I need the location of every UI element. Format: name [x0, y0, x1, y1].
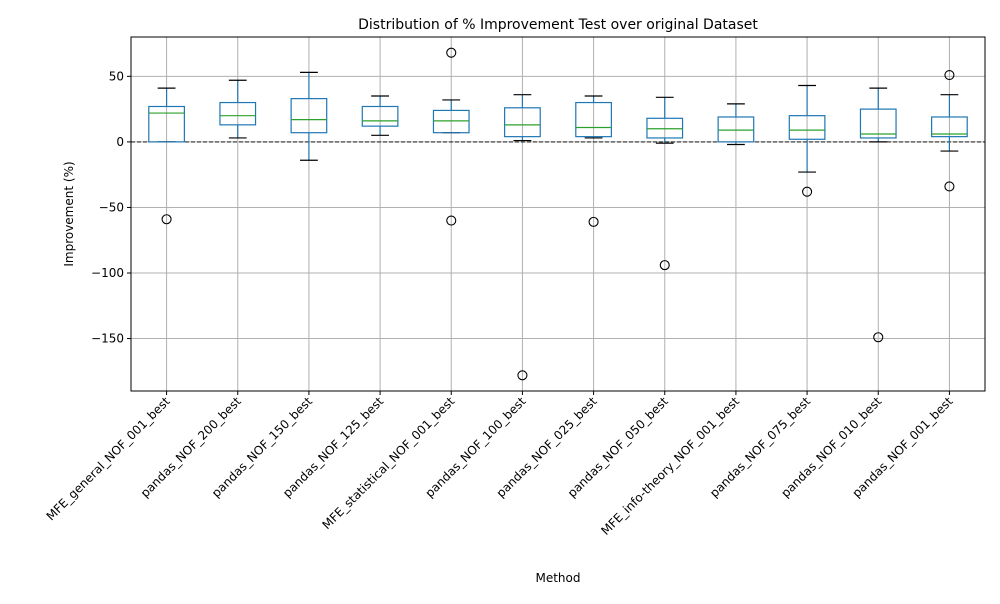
iqr-box [717, 116, 755, 143]
x-tick-label: MFE_info-theory_NOF_001_best [598, 394, 742, 538]
y-tick-label: 50 [109, 69, 124, 83]
iqr-box [575, 101, 612, 138]
outlier-point [588, 216, 599, 227]
x-axis-label: Method [535, 571, 580, 585]
y-axis-label: Improvement (%) [62, 161, 76, 266]
iqr-box [148, 105, 185, 143]
y-tick-label: −150 [91, 332, 124, 346]
iqr-box [504, 107, 541, 138]
outlier-point [446, 47, 457, 58]
outlier-point [659, 260, 670, 271]
x-tick-label: MFE_general_NOF_001_best [44, 394, 173, 523]
outlier-point [944, 181, 955, 192]
iqr-box [646, 117, 684, 139]
outlier-point [944, 69, 955, 81]
iqr-box [290, 98, 328, 134]
y-tick-label: 0 [116, 135, 124, 149]
iqr-box [432, 109, 470, 134]
iqr-box [361, 105, 399, 127]
x-tick-label: MFE_statistical_NOF_001_best [320, 394, 458, 532]
outlier-point [873, 332, 884, 343]
outlier-point [517, 370, 528, 381]
outlier-point [802, 186, 813, 197]
y-tick-label: −50 [99, 200, 124, 214]
outlier-point [161, 214, 172, 225]
y-tick-label: −100 [91, 266, 124, 280]
iqr-box [931, 116, 968, 138]
iqr-box [788, 115, 826, 140]
iqr-box [859, 108, 897, 139]
outlier-point [446, 215, 457, 226]
plot-frame [130, 36, 986, 392]
iqr-box [219, 101, 257, 126]
chart-title: Distribution of % Improvement Test over … [358, 17, 758, 33]
